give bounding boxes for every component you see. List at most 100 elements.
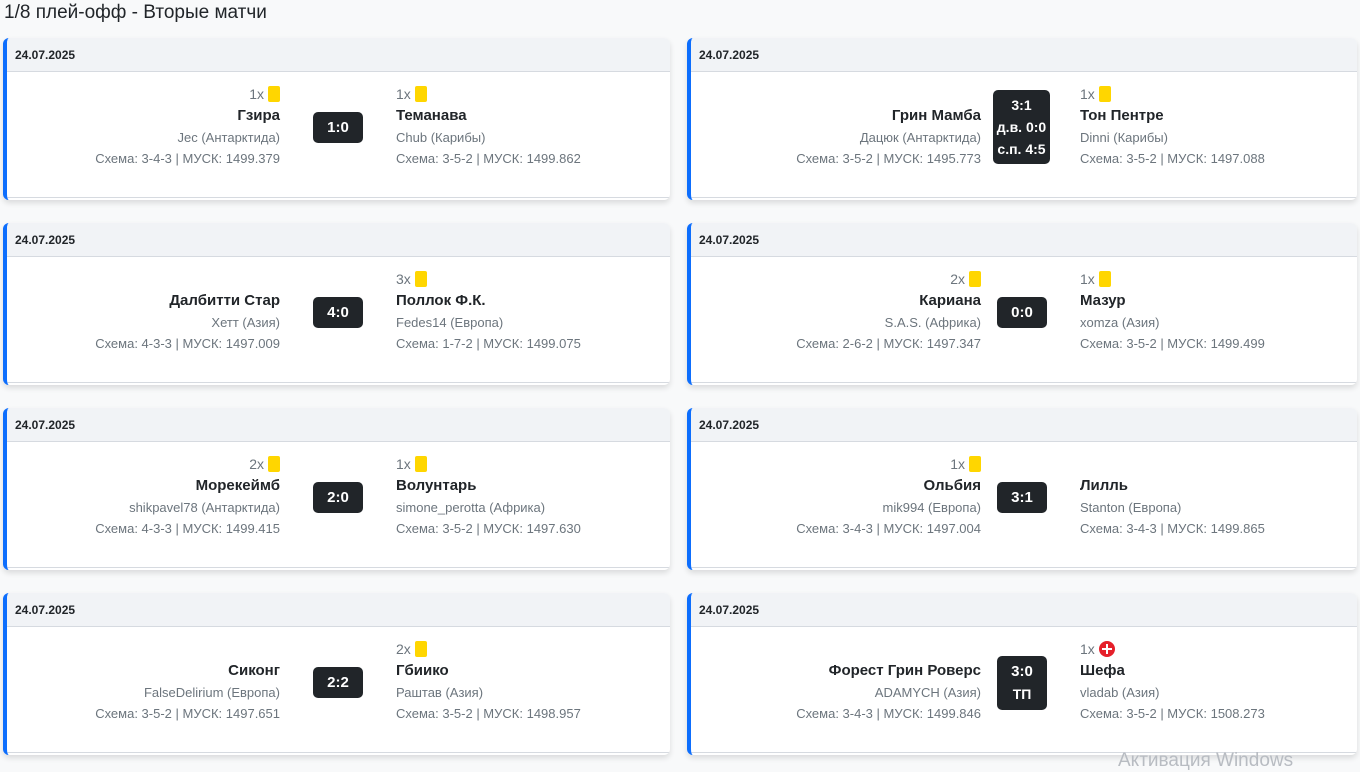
match-card[interactable]: 24.07.2025 2x Морекеймб shikpavel78 (Ант… xyxy=(3,408,670,570)
score-line: с.п. 4:5 xyxy=(997,141,1046,157)
away-owner: Fedes14 (Европа) xyxy=(396,315,504,330)
score-badge[interactable]: 3:1 xyxy=(997,482,1047,513)
cards-count: 1x xyxy=(1080,85,1095,102)
score-line: 1:0 xyxy=(327,118,349,136)
home-team: Далбитти Стар Хетт (Азия) Схема: 4-3-3 |… xyxy=(95,269,280,354)
match-date: 24.07.2025 xyxy=(7,593,670,627)
home-owner: mik994 (Европа) xyxy=(882,500,981,515)
score-line: 2:2 xyxy=(327,673,349,691)
away-cards: 1x xyxy=(396,84,581,103)
score-line: 3:1 xyxy=(1011,97,1032,113)
score-badge[interactable]: 3:0 ТП xyxy=(997,656,1047,710)
home-cards xyxy=(95,269,280,288)
yellow-card-icon xyxy=(414,640,427,657)
score-badge[interactable]: 4:0 xyxy=(313,297,363,328)
yellow-card-icon xyxy=(268,85,280,102)
match-body: 2x Кариана S.A.S. (Африка) Схема: 2-6-2 … xyxy=(691,257,1357,383)
away-team: 1x Шефа vladab (Азия) Схема: 3-5-2 | МУС… xyxy=(1080,639,1265,724)
home-owner: ADAMYCH (Азия) xyxy=(874,685,981,700)
away-owner: Stanton (Европа) xyxy=(1080,500,1182,515)
cards-count: 1x xyxy=(1080,640,1095,657)
away-team: 1x Теманава Chub (Карибы) Схема: 3-5-2 |… xyxy=(396,84,581,169)
yellow-card-icon xyxy=(969,455,981,472)
match-body: 1x Гзира Jec (Антарктида) Схема: 3-4-3 |… xyxy=(7,72,670,198)
away-team: Лилль Stanton (Европа) Схема: 3-4-3 | МУ… xyxy=(1080,454,1265,539)
score-line: 3:1 xyxy=(1011,488,1033,506)
score-line: ТП xyxy=(1012,686,1032,702)
away-team-name[interactable]: Поллок Ф.К. xyxy=(396,292,486,309)
match-card[interactable]: 24.07.2025 1x Гзира Jec (Антарктида) Схе… xyxy=(3,38,670,200)
away-team-name[interactable]: Волунтарь xyxy=(396,477,477,494)
home-team-name[interactable]: Далбитти Стар xyxy=(169,292,280,309)
away-owner: xomza (Азия) xyxy=(1080,315,1160,330)
match-body: Далбитти Стар Хетт (Азия) Схема: 4-3-3 |… xyxy=(7,257,670,383)
match-date: 24.07.2025 xyxy=(691,223,1357,257)
yellow-card-icon xyxy=(268,455,280,472)
home-scheme: Схема: 3-5-2 | МУСК: 1497.651 xyxy=(95,706,280,721)
away-owner: simone_perotta (Африка) xyxy=(396,500,546,515)
cards-count: 2x xyxy=(249,455,264,472)
home-team: Грин Мамба Дацюк (Антарктида) Схема: 3-5… xyxy=(796,84,981,169)
home-scheme: Схема: 4-3-3 | МУСК: 1497.009 xyxy=(95,336,280,351)
match-date: 24.07.2025 xyxy=(691,593,1357,627)
home-team: Сиконг FalseDelirium (Европа) Схема: 3-5… xyxy=(95,639,280,724)
cards-count: 1x xyxy=(1080,270,1095,287)
match-card[interactable]: 24.07.2025 Форест Грин Роверс ADAMYCH (А… xyxy=(687,593,1357,755)
yellow-card-icon xyxy=(969,270,981,287)
score-badge[interactable]: 3:1 д.в. 0:0 с.п. 4:5 xyxy=(993,90,1050,164)
home-team-name[interactable]: Сиконг xyxy=(228,662,280,679)
home-team-name[interactable]: Гзира xyxy=(237,107,280,124)
score-badge[interactable]: 0:0 xyxy=(997,297,1047,328)
away-scheme: Схема: 1-7-2 | МУСК: 1499.075 xyxy=(396,336,581,351)
home-scheme: Схема: 3-4-3 | МУСК: 1499.379 xyxy=(95,151,280,166)
score-line: 0:0 xyxy=(1011,303,1033,321)
yellow-card-icon xyxy=(414,455,427,472)
match-card[interactable]: 24.07.2025 Грин Мамба Дацюк (Антарктида)… xyxy=(687,38,1357,200)
home-team: 1x Гзира Jec (Антарктида) Схема: 3-4-3 |… xyxy=(95,84,280,169)
home-team-name[interactable]: Кариана xyxy=(919,292,981,309)
home-scheme: Схема: 4-3-3 | МУСК: 1499.415 xyxy=(95,521,280,536)
away-team-name[interactable]: Гбиико xyxy=(396,662,449,679)
away-team-name[interactable]: Лилль xyxy=(1080,477,1129,494)
match-body: 2x Морекеймб shikpavel78 (Антарктида) Сх… xyxy=(7,442,670,568)
medical-cross-icon xyxy=(1098,640,1115,657)
home-team: Форест Грин Роверс ADAMYCH (Азия) Схема:… xyxy=(796,639,981,724)
yellow-card-icon xyxy=(1098,270,1111,287)
match-card[interactable]: 24.07.2025 2x Кариана S.A.S. (Африка) Сх… xyxy=(687,223,1357,385)
away-scheme: Схема: 3-5-2 | МУСК: 1499.499 xyxy=(1080,336,1265,351)
away-team: 3x Поллок Ф.К. Fedes14 (Европа) Схема: 1… xyxy=(396,269,581,354)
away-team-name[interactable]: Тон Пентре xyxy=(1080,107,1164,124)
score-badge[interactable]: 2:2 xyxy=(313,667,363,698)
match-date: 24.07.2025 xyxy=(691,408,1357,442)
home-team: 2x Кариана S.A.S. (Африка) Схема: 2-6-2 … xyxy=(796,269,981,354)
home-team-name[interactable]: Форест Грин Роверс xyxy=(828,662,981,679)
match-card[interactable]: 24.07.2025 Сиконг FalseDelirium (Европа)… xyxy=(3,593,670,755)
match-body: 1x Ольбия mik994 (Европа) Схема: 3-4-3 |… xyxy=(691,442,1357,568)
away-team-name[interactable]: Теманава xyxy=(396,107,467,124)
away-cards: 1x xyxy=(1080,269,1265,288)
home-team-name[interactable]: Ольбия xyxy=(923,477,981,494)
home-owner: shikpavel78 (Антарктида) xyxy=(129,500,280,515)
match-card[interactable]: 24.07.2025 1x Ольбия mik994 (Европа) Схе… xyxy=(687,408,1357,570)
score-badge[interactable]: 1:0 xyxy=(313,112,363,143)
home-cards: 1x xyxy=(796,454,981,473)
score-badge[interactable]: 2:0 xyxy=(313,482,363,513)
home-team-name[interactable]: Грин Мамба xyxy=(891,107,981,124)
away-scheme: Схема: 3-5-2 | МУСК: 1497.088 xyxy=(1080,151,1265,166)
match-card[interactable]: 24.07.2025 Далбитти Стар Хетт (Азия) Схе… xyxy=(3,223,670,385)
home-scheme: Схема: 2-6-2 | МУСК: 1497.347 xyxy=(796,336,981,351)
away-team: 1x Тон Пентре Dinni (Карибы) Схема: 3-5-… xyxy=(1080,84,1265,169)
page-title: 1/8 плей-офф - Вторые матчи xyxy=(4,2,267,23)
away-team: 1x Мазур xomza (Азия) Схема: 3-5-2 | МУС… xyxy=(1080,269,1265,354)
score-line: д.в. 0:0 xyxy=(996,119,1047,135)
home-team: 2x Морекеймб shikpavel78 (Антарктида) Сх… xyxy=(95,454,280,539)
away-owner: Chub (Карибы) xyxy=(396,130,486,145)
away-scheme: Схема: 3-5-2 | МУСК: 1498.957 xyxy=(396,706,581,721)
cards-count: 2x xyxy=(950,270,965,287)
home-owner: Хетт (Азия) xyxy=(211,315,280,330)
away-team-name[interactable]: Мазур xyxy=(1080,292,1126,309)
away-team-name[interactable]: Шефа xyxy=(1080,662,1125,679)
away-scheme: Схема: 3-5-2 | МУСК: 1499.862 xyxy=(396,151,581,166)
home-cards xyxy=(796,639,981,658)
home-team-name[interactable]: Морекеймб xyxy=(195,477,280,494)
